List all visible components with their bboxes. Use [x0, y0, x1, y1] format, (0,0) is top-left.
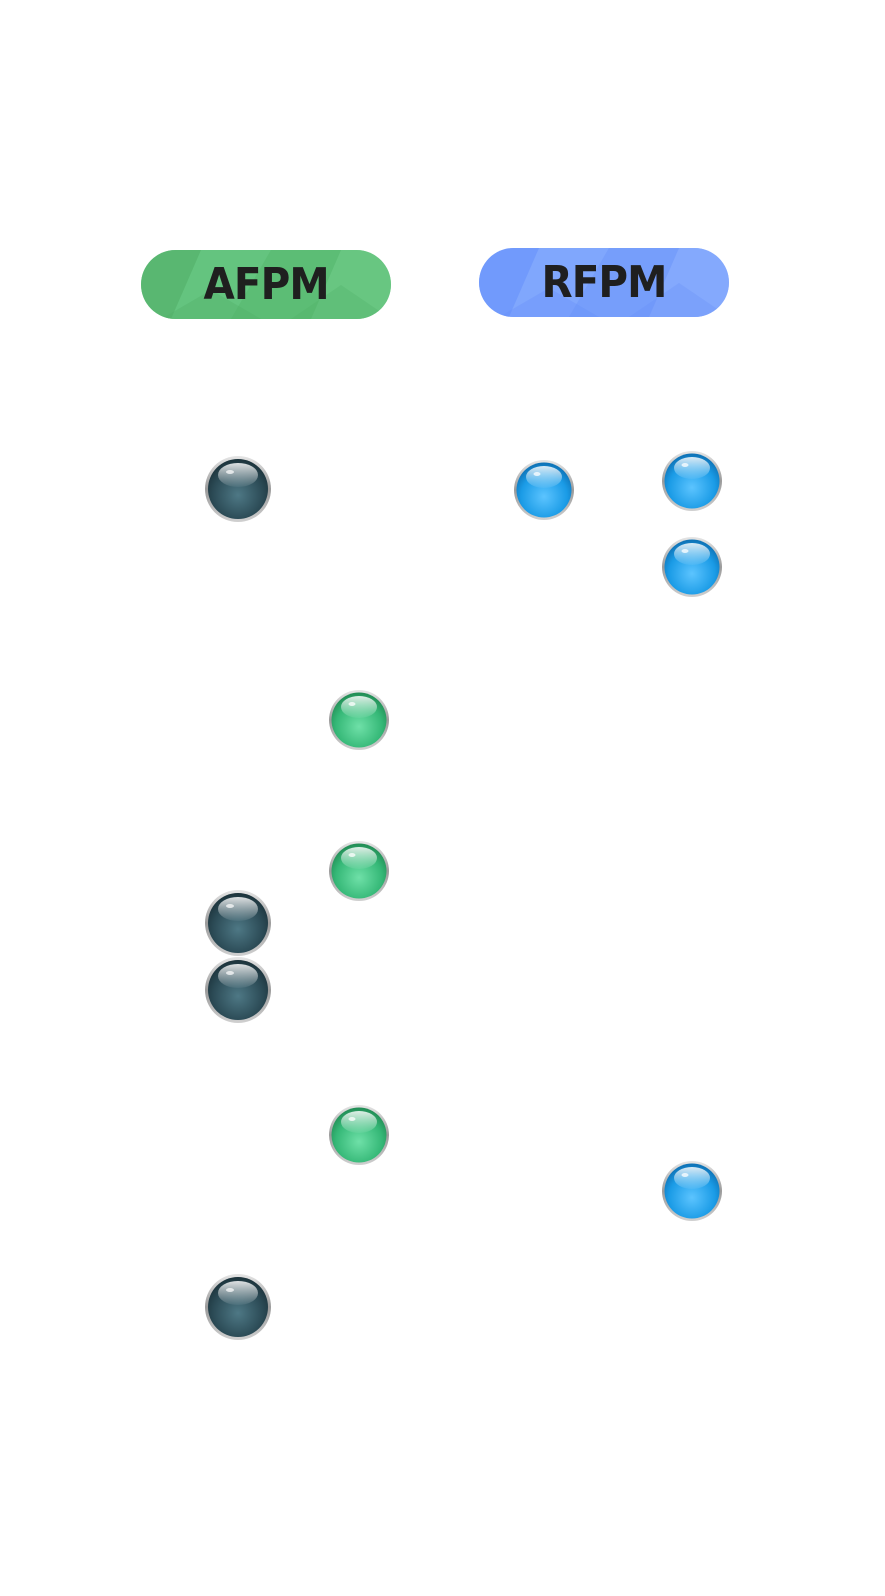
dark-ball-icon — [204, 455, 272, 523]
blue-ball-icon — [661, 1160, 723, 1222]
afpm-label: AFPM — [203, 258, 329, 310]
dark-ball-icon — [204, 1273, 272, 1341]
afpm-pill-pattern — [141, 250, 391, 319]
blue-ball-icon — [513, 459, 575, 521]
afpm-pill: AFPM — [141, 250, 391, 319]
dark-ball-icon — [204, 889, 272, 957]
green-ball-icon — [328, 689, 390, 751]
dark-ball-icon — [204, 956, 272, 1024]
green-ball-icon — [328, 1104, 390, 1166]
green-ball-icon — [328, 840, 390, 902]
rfpm-pill-pattern — [479, 248, 729, 317]
blue-ball-icon — [661, 536, 723, 598]
rfpm-label: RFPM — [541, 256, 667, 308]
blue-ball-icon — [661, 450, 723, 512]
rfpm-pill: RFPM — [479, 248, 729, 317]
